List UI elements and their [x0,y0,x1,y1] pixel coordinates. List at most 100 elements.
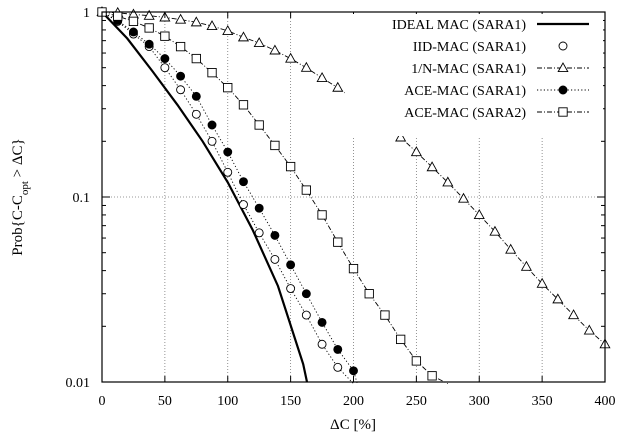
legend-entry: ACE-MAC (SARA1) [404,84,589,99]
data-point [426,161,438,172]
data-point [380,310,390,320]
series-2 [97,7,354,384]
data-point [505,243,517,254]
data-point [160,63,170,73]
legend-label: ACE-MAC (SARA1) [404,84,526,99]
data-point [207,68,217,78]
x-tick-label: 350 [532,394,553,409]
legend-entry: ACE-MAC (SARA2) [404,106,589,121]
y-tick-label: 0.1 [73,191,91,206]
data-point [160,31,170,41]
data-point [144,39,154,49]
x-tick-label: 200 [343,394,364,409]
data-point [270,230,280,240]
data-point [333,344,343,354]
data-point [254,120,264,130]
data-point [348,263,359,274]
x-tick-label: 300 [469,394,490,409]
data-point [396,334,406,345]
data-point [427,371,437,381]
legend-marker [558,41,568,51]
data-point [128,16,139,27]
legend-label: 1/N-MAC (SARA1) [411,62,526,77]
y-tick-label: 0.01 [66,376,91,391]
legend-entry: IID-MAC (SARA1) [413,40,568,55]
legend: IDEAL MAC (SARA1) IID-MAC (SARA1) 1/N-MAC … [345,14,603,136]
data-point [113,11,123,21]
data-point [223,83,233,93]
data-point [317,317,327,327]
data-point [317,339,327,349]
data-point [317,210,327,220]
data-point [207,120,217,130]
x-tick-label: 150 [280,394,301,409]
series-line [101,11,354,384]
data-point [285,161,296,172]
series-line [101,11,309,383]
data-point [239,177,248,187]
data-point [301,185,311,195]
data-point [176,85,186,95]
data-point [473,209,485,219]
data-point [191,109,201,119]
data-point [237,31,250,42]
x-tick-label: 400 [595,394,616,409]
data-point [332,81,344,92]
data-point [222,25,234,35]
data-point [175,41,186,52]
legend-marker [558,107,568,117]
data-point [583,324,595,335]
data-point [457,192,470,203]
data-point [190,16,202,27]
data-point [411,356,422,366]
data-point [238,100,249,110]
data-point [239,200,248,210]
legend-label: IID-MAC (SARA1) [413,40,527,55]
data-point [520,260,532,271]
y-tick-label: 1 [83,6,90,21]
data-point [176,71,186,81]
series-1 [101,11,309,383]
data-point [333,237,343,247]
data-point [364,289,374,299]
data-point [191,91,201,101]
data-point [253,37,265,48]
data-point [270,140,280,151]
y-axis-label-text: Prob{C-Copt > ΔC} [10,138,31,255]
data-point [128,27,138,37]
data-point [270,254,280,264]
x-axis-label: ΔC [%] [330,417,376,433]
data-point [316,72,328,83]
data-point [269,44,281,55]
series-line [101,11,358,384]
legend-label: ACE-MAC (SARA2) [404,106,526,121]
data-point [536,277,548,288]
data-point [300,61,312,72]
legend-label: IDEAL MAC (SARA1) [392,18,526,33]
legend-marker [558,85,568,95]
data-point [567,309,580,320]
x-tick-label: 100 [217,394,238,409]
data-point [333,362,343,372]
data-point [285,52,297,63]
data-point [395,131,407,142]
data-point [160,54,170,64]
x-tick-label: 250 [406,394,427,409]
data-point [223,167,233,177]
data-point [286,284,296,293]
data-point [223,147,233,157]
legend-entry: IDEAL MAC (SARA1) [392,18,589,33]
series-layer [96,6,611,385]
data-point [349,366,358,376]
data-point [254,228,264,238]
data-point [301,289,311,299]
data-point [552,293,564,304]
data-point [410,146,422,157]
data-point [207,136,217,146]
x-tick-label: 50 [158,394,172,409]
data-point [191,53,201,64]
legend-entry: 1/N-MAC (SARA1) [411,62,589,77]
data-point [301,310,311,320]
data-point [144,23,154,33]
